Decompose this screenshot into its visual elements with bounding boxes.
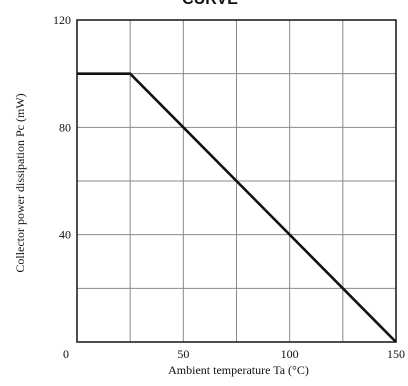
- x-tick-label: 150: [387, 347, 405, 361]
- x-tick-label: 100: [281, 347, 299, 361]
- y-tick-label: 80: [59, 120, 71, 134]
- x-tick-label: 50: [177, 347, 189, 361]
- y-tick-label: 40: [59, 228, 71, 242]
- x-axis-label: Ambient temperature Ta (°C): [168, 363, 309, 377]
- chart-title: CURVE: [120, 0, 300, 8]
- y-axis-label: Collector power dissipation Pc (mW): [13, 93, 27, 272]
- tick-labels: 0 50 100 150 40 80 120: [53, 13, 405, 361]
- y-tick-label: 120: [53, 13, 71, 27]
- x-tick-label: 0: [63, 347, 69, 361]
